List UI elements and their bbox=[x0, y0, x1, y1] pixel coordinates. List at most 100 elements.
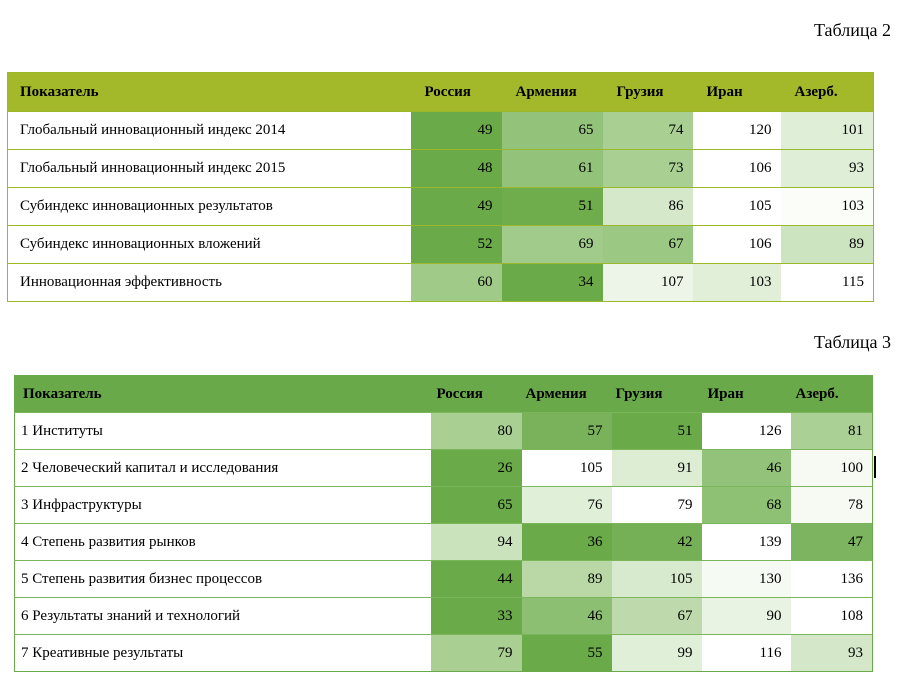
value-cell: 101 bbox=[780, 111, 874, 150]
value-cell: 108 bbox=[790, 597, 873, 635]
value-cell: 52 bbox=[410, 225, 502, 264]
table3-header-iran: Иран bbox=[707, 385, 744, 402]
value-cell: 55 bbox=[521, 634, 612, 672]
value-cell: 81 bbox=[790, 412, 873, 450]
value-cell: 91 bbox=[611, 449, 702, 487]
row-label: 3 Инфраструктуры bbox=[14, 486, 431, 524]
value-cell: 42 bbox=[611, 523, 702, 561]
value-cell: 78 bbox=[790, 486, 873, 524]
table3-header-row: Показатель Россия Армения Грузия Иран Аз… bbox=[14, 375, 873, 413]
table2-header-russia: Россия bbox=[424, 83, 471, 100]
value-cell: 115 bbox=[780, 263, 874, 302]
value-cell: 49 bbox=[410, 111, 502, 150]
row-label: 6 Результаты знаний и технологий bbox=[14, 597, 431, 635]
table-row: Инновационная эффективность 60 34 107 10… bbox=[7, 263, 874, 302]
value-cell: 130 bbox=[701, 560, 791, 598]
value-cell: 79 bbox=[430, 634, 522, 672]
value-cell: 116 bbox=[701, 634, 791, 672]
value-cell: 67 bbox=[611, 597, 702, 635]
value-cell: 93 bbox=[790, 634, 873, 672]
value-cell: 79 bbox=[611, 486, 702, 524]
table2-header-iran: Иран bbox=[706, 83, 743, 100]
value-cell: 89 bbox=[780, 225, 874, 264]
value-cell: 67 bbox=[602, 225, 693, 264]
value-cell: 65 bbox=[430, 486, 522, 524]
table2-header-armenia: Армения bbox=[515, 83, 577, 100]
value-cell: 48 bbox=[410, 149, 502, 188]
value-cell: 99 bbox=[611, 634, 702, 672]
table-row: 5 Степень развития бизнес процессов 44 8… bbox=[14, 560, 873, 598]
row-label: 7 Креативные результаты bbox=[14, 634, 431, 672]
table-row: Глобальный инновационный индекс 2015 48 … bbox=[7, 149, 874, 188]
value-cell: 65 bbox=[501, 111, 603, 150]
value-cell: 36 bbox=[521, 523, 612, 561]
value-cell: 105 bbox=[521, 449, 612, 487]
value-cell: 103 bbox=[692, 263, 781, 302]
value-cell: 76 bbox=[521, 486, 612, 524]
value-cell: 136 bbox=[790, 560, 873, 598]
row-label: Субиндекс инновационных результатов bbox=[7, 187, 411, 226]
value-cell: 26 bbox=[430, 449, 522, 487]
table2-header-indicator: Показатель bbox=[20, 83, 99, 100]
value-cell: 106 bbox=[692, 149, 781, 188]
value-cell: 103 bbox=[780, 187, 874, 226]
table3-header-indicator: Показатель bbox=[23, 385, 102, 402]
row-label: 4 Степень развития рынков bbox=[14, 523, 431, 561]
value-cell: 139 bbox=[701, 523, 791, 561]
value-cell: 33 bbox=[430, 597, 522, 635]
row-label: 2 Человеческий капитал и исследования bbox=[14, 449, 431, 487]
value-cell: 120 bbox=[692, 111, 781, 150]
table-row: 6 Результаты знаний и технологий 33 46 6… bbox=[14, 597, 873, 635]
table-row: Глобальный инновационный индекс 2014 49 … bbox=[7, 111, 874, 150]
value-cell: 93 bbox=[780, 149, 874, 188]
value-cell: 90 bbox=[701, 597, 791, 635]
value-cell: 94 bbox=[430, 523, 522, 561]
table-row: Субиндекс инновационных вложений 52 69 6… bbox=[7, 225, 874, 264]
table3-header-russia: Россия bbox=[436, 385, 483, 402]
table2-header-azerbaijan: Азерб. bbox=[794, 83, 838, 100]
value-cell: 51 bbox=[611, 412, 702, 450]
row-label: 1 Институты bbox=[14, 412, 431, 450]
table-3: Показатель Россия Армения Грузия Иран Аз… bbox=[14, 375, 873, 672]
value-cell: 100 bbox=[790, 449, 873, 487]
value-cell: 105 bbox=[692, 187, 781, 226]
value-cell: 49 bbox=[410, 187, 502, 226]
value-cell: 80 bbox=[430, 412, 522, 450]
table3-caption: Таблица 3 bbox=[814, 332, 891, 352]
value-cell: 68 bbox=[701, 486, 791, 524]
table3-header-georgia: Грузия bbox=[615, 385, 663, 402]
table-row: 4 Степень развития рынков 94 36 42 139 4… bbox=[14, 523, 873, 561]
table3-header-armenia: Армения bbox=[525, 385, 587, 402]
table3-header-azerbaijan: Азерб. bbox=[795, 385, 839, 402]
value-cell: 60 bbox=[410, 263, 502, 302]
value-cell: 46 bbox=[521, 597, 612, 635]
value-cell: 73 bbox=[602, 149, 693, 188]
row-label: Глобальный инновационный индекс 2014 bbox=[7, 111, 411, 150]
table-row: 7 Креативные результаты 79 55 99 116 93 bbox=[14, 634, 873, 672]
row-label: 5 Степень развития бизнес процессов bbox=[14, 560, 431, 598]
value-cell: 86 bbox=[602, 187, 693, 226]
table2-caption: Таблица 2 bbox=[814, 20, 891, 40]
value-cell: 47 bbox=[790, 523, 873, 561]
value-cell: 34 bbox=[501, 263, 603, 302]
table2-header-georgia: Грузия bbox=[616, 83, 664, 100]
table-row: 3 Инфраструктуры 65 76 79 68 78 bbox=[14, 486, 873, 524]
table-row: Субиндекс инновационных результатов 49 5… bbox=[7, 187, 874, 226]
value-cell: 61 bbox=[501, 149, 603, 188]
text-cursor bbox=[874, 456, 876, 478]
row-label: Субиндекс инновационных вложений bbox=[7, 225, 411, 264]
value-cell: 89 bbox=[521, 560, 612, 598]
table2-header-row: Показатель Россия Армения Грузия Иран Аз… bbox=[7, 72, 874, 112]
table-row: 1 Институты 80 57 51 126 81 bbox=[14, 412, 873, 450]
value-cell: 126 bbox=[701, 412, 791, 450]
value-cell: 44 bbox=[430, 560, 522, 598]
value-cell: 74 bbox=[602, 111, 693, 150]
value-cell: 107 bbox=[602, 263, 693, 302]
value-cell: 57 bbox=[521, 412, 612, 450]
value-cell: 46 bbox=[701, 449, 791, 487]
row-label: Инновационная эффективность bbox=[7, 263, 411, 302]
value-cell: 105 bbox=[611, 560, 702, 598]
table-2: Показатель Россия Армения Грузия Иран Аз… bbox=[7, 72, 874, 302]
row-label: Глобальный инновационный индекс 2015 bbox=[7, 149, 411, 188]
value-cell: 51 bbox=[501, 187, 603, 226]
